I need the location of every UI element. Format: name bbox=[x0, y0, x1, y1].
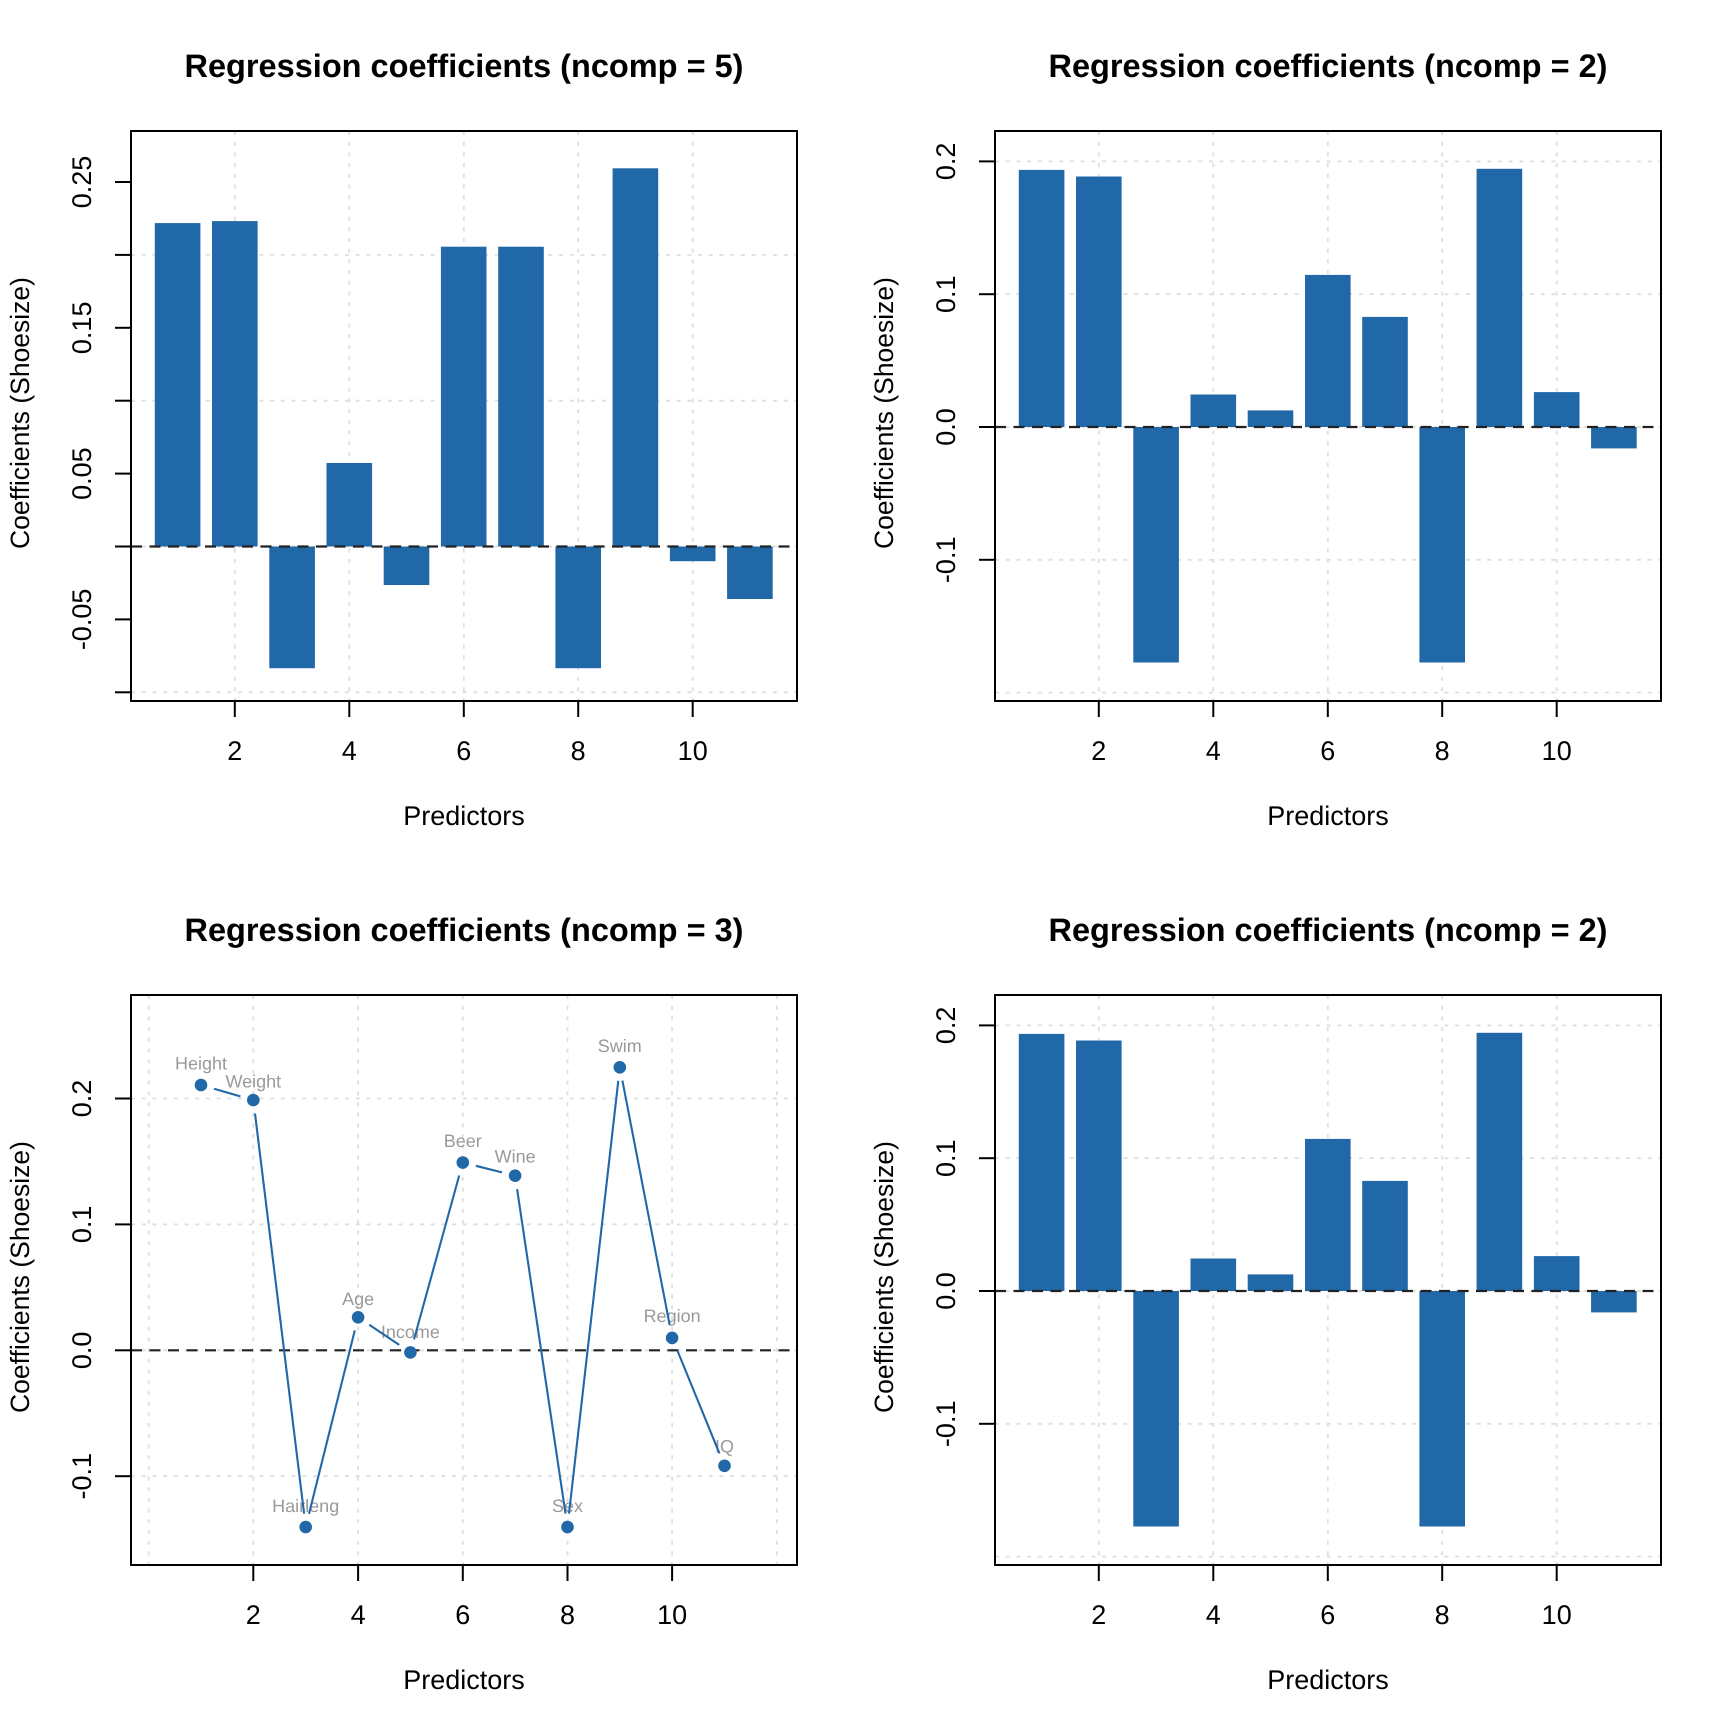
svg-text:Sex: Sex bbox=[552, 1496, 583, 1516]
svg-text:Swim: Swim bbox=[598, 1036, 642, 1056]
svg-text:-0.1: -0.1 bbox=[931, 1401, 961, 1448]
svg-text:2: 2 bbox=[1091, 1600, 1106, 1630]
svg-text:Predictors: Predictors bbox=[1267, 1665, 1389, 1695]
svg-text:8: 8 bbox=[1435, 736, 1450, 766]
svg-text:10: 10 bbox=[678, 736, 708, 766]
svg-text:Regression coefficients (ncomp: Regression coefficients (ncomp = 5) bbox=[185, 48, 744, 84]
svg-text:Beer: Beer bbox=[444, 1131, 482, 1151]
svg-text:IQ: IQ bbox=[715, 1437, 734, 1457]
svg-text:Predictors: Predictors bbox=[403, 1665, 525, 1695]
svg-text:0.2: 0.2 bbox=[931, 143, 961, 181]
svg-text:8: 8 bbox=[1435, 1600, 1450, 1630]
svg-text:Income: Income bbox=[381, 1322, 440, 1342]
svg-text:0.2: 0.2 bbox=[931, 1007, 961, 1045]
svg-text:Region: Region bbox=[644, 1306, 701, 1326]
svg-text:4: 4 bbox=[342, 736, 357, 766]
svg-text:Regression coefficients (ncomp: Regression coefficients (ncomp = 2) bbox=[1049, 48, 1608, 84]
svg-text:Regression coefficients (ncomp: Regression coefficients (ncomp = 3) bbox=[185, 912, 744, 948]
svg-text:2: 2 bbox=[227, 736, 242, 766]
svg-text:10: 10 bbox=[657, 1600, 687, 1630]
svg-text:-0.1: -0.1 bbox=[931, 537, 961, 584]
svg-text:0.2: 0.2 bbox=[67, 1080, 97, 1118]
svg-text:0.05: 0.05 bbox=[67, 447, 97, 500]
svg-text:Coefficients (Shoesize): Coefficients (Shoesize) bbox=[869, 1141, 899, 1413]
svg-text:Hairleng: Hairleng bbox=[272, 1496, 339, 1516]
svg-text:6: 6 bbox=[1320, 736, 1335, 766]
svg-text:2: 2 bbox=[1091, 736, 1106, 766]
svg-text:Wine: Wine bbox=[495, 1147, 536, 1167]
svg-text:Coefficients (Shoesize): Coefficients (Shoesize) bbox=[869, 277, 899, 549]
svg-text:0.15: 0.15 bbox=[67, 302, 97, 355]
svg-text:6: 6 bbox=[456, 736, 471, 766]
svg-text:Age: Age bbox=[342, 1289, 374, 1309]
svg-text:Weight: Weight bbox=[225, 1071, 281, 1091]
svg-text:0.0: 0.0 bbox=[931, 1272, 961, 1310]
svg-text:0.25: 0.25 bbox=[67, 156, 97, 209]
svg-text:Height: Height bbox=[175, 1054, 227, 1074]
svg-text:0.1: 0.1 bbox=[67, 1206, 97, 1244]
svg-text:4: 4 bbox=[351, 1600, 366, 1630]
svg-text:8: 8 bbox=[560, 1600, 575, 1630]
svg-text:8: 8 bbox=[571, 736, 586, 766]
svg-text:0.0: 0.0 bbox=[67, 1332, 97, 1370]
svg-text:4: 4 bbox=[1206, 736, 1221, 766]
svg-text:-0.05: -0.05 bbox=[67, 589, 97, 651]
svg-text:Predictors: Predictors bbox=[403, 801, 525, 831]
svg-text:0.1: 0.1 bbox=[931, 1139, 961, 1177]
svg-text:Coefficients (Shoesize): Coefficients (Shoesize) bbox=[5, 277, 35, 549]
svg-text:Regression coefficients (ncomp: Regression coefficients (ncomp = 2) bbox=[1049, 912, 1608, 948]
svg-text:2: 2 bbox=[246, 1600, 261, 1630]
svg-text:6: 6 bbox=[455, 1600, 470, 1630]
svg-text:10: 10 bbox=[1542, 1600, 1572, 1630]
svg-text:Coefficients (Shoesize): Coefficients (Shoesize) bbox=[5, 1141, 35, 1413]
svg-text:6: 6 bbox=[1320, 1600, 1335, 1630]
svg-text:-0.1: -0.1 bbox=[67, 1453, 97, 1500]
svg-text:10: 10 bbox=[1542, 736, 1572, 766]
svg-text:Predictors: Predictors bbox=[1267, 801, 1389, 831]
svg-text:0.0: 0.0 bbox=[931, 408, 961, 446]
svg-text:4: 4 bbox=[1206, 1600, 1221, 1630]
svg-text:0.1: 0.1 bbox=[931, 275, 961, 313]
